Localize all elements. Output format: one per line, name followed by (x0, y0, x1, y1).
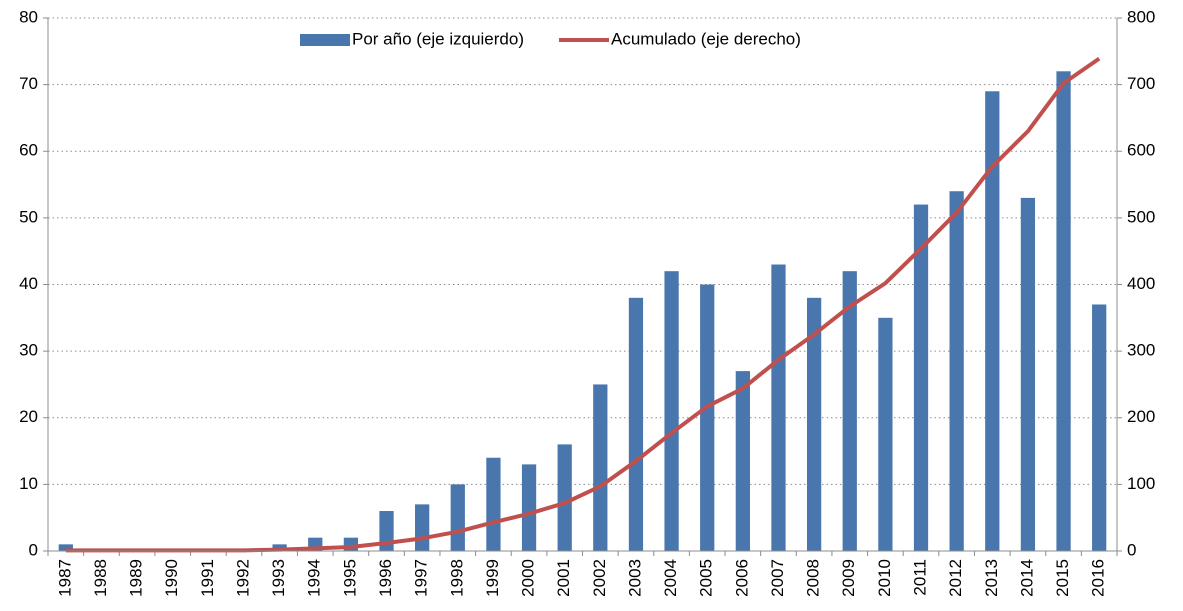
bar (842, 271, 857, 551)
x-tick-label: 1994 (305, 559, 324, 597)
x-tick-label: 2011 (911, 559, 930, 596)
y2-tick-label: 200 (1127, 407, 1155, 426)
x-tick-label: 2014 (1017, 559, 1036, 597)
x-tick-label: 2002 (590, 559, 609, 597)
y2-tick-label: 600 (1127, 141, 1155, 160)
legend-swatch (300, 34, 350, 46)
x-tick-label: 1993 (269, 559, 288, 597)
x-tick-label: 2009 (839, 559, 858, 597)
bar (771, 264, 786, 551)
x-tick-label: 2008 (804, 559, 823, 597)
x-tick-label: 1995 (340, 559, 359, 597)
x-tick-label: 2016 (1089, 559, 1108, 597)
x-tick-label: 1987 (55, 559, 74, 597)
legend-label: Acumulado (eje derecho) (611, 29, 801, 48)
legend-label: Por año (eje izquierdo) (352, 29, 524, 48)
x-tick-label: 1990 (162, 559, 181, 597)
y-tick-label: 40 (19, 274, 38, 293)
x-tick-label: 2015 (1053, 559, 1072, 597)
y2-tick-label: 400 (1127, 274, 1155, 293)
x-tick-label: 1996 (376, 559, 395, 597)
y2-tick-label: 500 (1127, 207, 1155, 226)
bar (450, 484, 465, 551)
y-tick-label: 60 (19, 141, 38, 160)
y2-tick-label: 800 (1127, 7, 1155, 26)
bar (700, 284, 715, 551)
bar (806, 297, 822, 551)
x-tick-label: 2000 (519, 559, 538, 597)
x-tick-label: 2005 (697, 559, 716, 597)
x-tick-label: 1992 (233, 559, 252, 597)
x-tick-label: 1999 (483, 559, 502, 597)
bar (949, 191, 964, 551)
bar (58, 544, 73, 551)
bar (628, 297, 644, 551)
x-tick-label: 1991 (198, 559, 217, 597)
x-tick-label: 1998 (447, 559, 466, 597)
bar (557, 444, 572, 551)
bar (593, 384, 608, 551)
y-tick-label: 10 (19, 474, 38, 493)
y2-tick-label: 300 (1127, 341, 1155, 360)
y-tick-label: 30 (19, 341, 38, 360)
x-tick-label: 1989 (127, 559, 146, 597)
x-tick-label: 2013 (982, 559, 1001, 597)
y-tick-label: 0 (29, 540, 38, 559)
y2-tick-label: 700 (1127, 74, 1155, 93)
line (65, 56, 1101, 553)
x-tick-label: 2007 (768, 559, 787, 597)
bar (486, 457, 501, 551)
y-tick-label: 50 (19, 207, 38, 226)
x-tick-label: 2010 (875, 559, 894, 597)
bar (521, 464, 537, 551)
x-tick-label: 2012 (946, 559, 965, 597)
bar (735, 371, 750, 551)
x-tick-label: 2004 (661, 559, 680, 597)
y2-tick-label: 0 (1127, 540, 1136, 559)
bar (878, 317, 893, 551)
bar (664, 271, 679, 551)
x-tick-label: 1988 (91, 559, 110, 597)
y-tick-label: 70 (19, 74, 38, 93)
y2-tick-label: 100 (1127, 474, 1155, 493)
bar (985, 91, 1000, 551)
x-tick-label: 2006 (732, 559, 751, 597)
bar (415, 504, 430, 551)
x-tick-label: 1997 (412, 559, 431, 597)
bar (1056, 71, 1071, 552)
bar (1020, 197, 1036, 551)
y-tick-label: 80 (19, 7, 38, 26)
x-tick-label: 2001 (554, 559, 573, 597)
bar (1092, 304, 1107, 551)
bar (913, 204, 929, 552)
x-tick-label: 2003 (625, 559, 644, 597)
y-tick-label: 20 (19, 407, 38, 426)
